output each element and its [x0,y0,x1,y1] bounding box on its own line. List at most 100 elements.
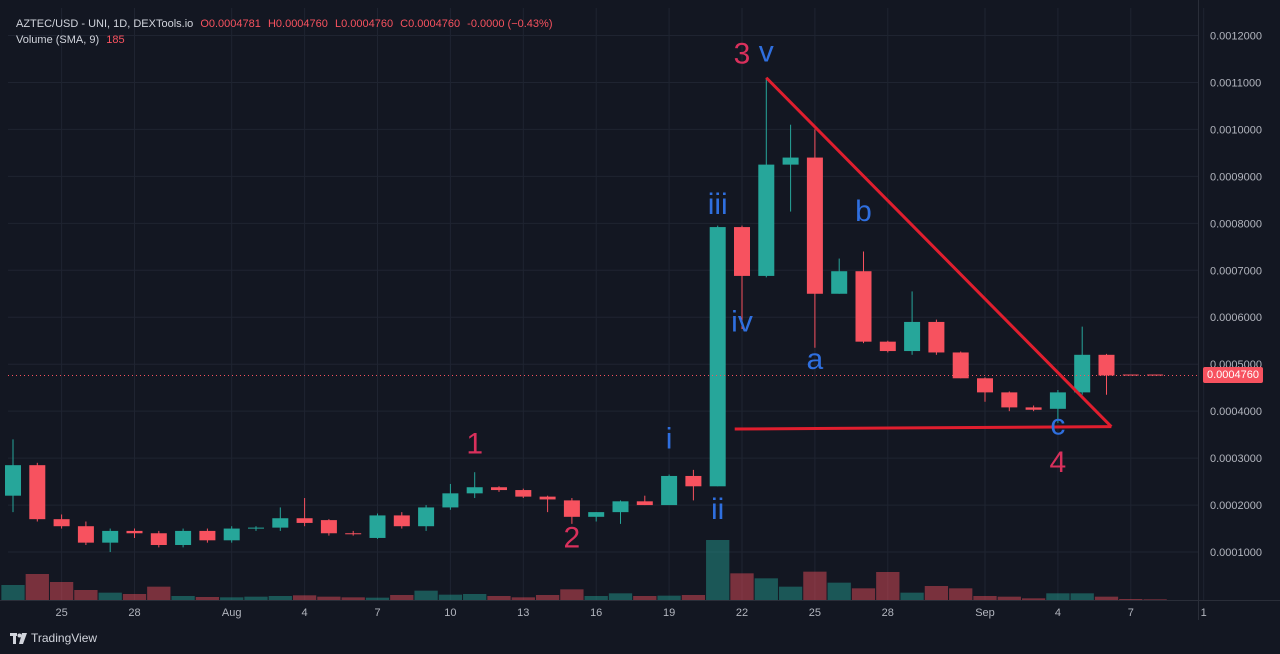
legend-volume-value: 185 [106,34,125,46]
candle-body [175,530,192,545]
x-tick-label: 28 [128,607,140,619]
volume-bar [851,588,876,600]
x-axis[interactable]: 25 28 Aug 4 7 10 13 16 19 22 25 28 Sep 4 7 1 [55,607,1206,619]
volume-bar [900,592,924,600]
x-tick-label: 1 [1201,607,1207,619]
candle-body [588,512,605,517]
volume-bar [1070,593,1094,600]
wave-label: 4 [1050,446,1067,479]
y-tick-label: 0.0010000 [1210,124,1262,136]
volume-bar [1021,598,1046,600]
volume-bar [147,586,171,600]
volume-bar [438,594,463,600]
candle-body [855,271,872,342]
legend-volume-label[interactable]: Volume (SMA, 9) [16,34,100,46]
y-tick-label: 0.0002000 [1210,500,1262,512]
candle-body [466,487,483,494]
x-tick-label: 25 [55,607,67,619]
wave-label: i [666,423,673,456]
legend-row-volume: Volume (SMA, 9) 185 [16,32,556,48]
y-tick-label: 0.0004000 [1210,406,1262,418]
volume-bar [730,573,754,600]
candle-body [685,475,702,487]
volume-bar [924,586,949,600]
y-tick-label: 0.0008000 [1210,218,1262,230]
legend-symbol[interactable]: AZTEC/USD - UNI, 1D, DEXTools.io [16,18,194,30]
x-tick-label: 25 [809,607,821,619]
last-price-tag: 0.0004760 [1203,367,1263,384]
wave-label: v [759,35,774,68]
volume-bar [754,578,778,600]
volume-bar [49,582,74,600]
volume-bar [220,597,244,600]
wave-label: a [807,343,824,376]
candle-body [636,501,653,506]
candle-body [1098,354,1115,376]
y-axis[interactable]: 0.0012000 0.0011000 0.0010000 0.0009000 0.00… [1210,30,1262,559]
y-tick-label: 0.0012000 [1210,30,1262,42]
volume-bar [292,595,317,600]
volume-bar [341,597,365,600]
volume-bar [657,595,681,600]
candle-body [782,157,799,165]
volume-bar [778,586,803,600]
candle-body [491,487,507,491]
volume-bar [171,596,195,600]
volume-bar [195,597,220,600]
y-tick-label: 0.0001000 [1210,547,1262,559]
volume-bar [803,571,827,600]
volume-bar [98,592,122,600]
candle-body [150,533,167,545]
volume-bar [487,596,511,600]
candle-body [563,500,580,517]
tradingview-logo-icon [10,632,27,644]
volume-bar [1143,599,1167,600]
x-tick-label: 13 [517,607,529,619]
candle-body [831,271,848,294]
candle-body [199,530,216,541]
volume-bar [25,574,49,600]
volume-bar [949,588,973,600]
trendlines [734,76,1113,431]
volume-bar [608,593,633,600]
x-tick-label: 10 [444,607,456,619]
volume-bar [560,589,584,600]
x-tick-label: 28 [882,607,894,619]
volume-bar [244,596,268,600]
trendline [734,425,1112,431]
candle-body [879,341,896,352]
wave-label: c [1050,409,1065,442]
volume-bar [317,596,341,600]
candle-body [806,157,823,294]
legend-change: -0.0000 (−0.43%) [467,18,553,30]
tradingview-brand[interactable]: TradingView [10,631,97,645]
wave-label: 3 [734,38,751,71]
candle-body [1001,392,1018,408]
volume-bar [1046,593,1070,600]
volume-bar [1119,599,1143,600]
wave-label: 1 [466,427,483,460]
volume-bar [681,595,706,600]
candle-body [29,465,46,520]
x-tick-label: 7 [1128,607,1134,619]
candle-body [539,496,556,500]
wave-label: iv [731,305,753,338]
y-tick-label: 0.0006000 [1210,312,1262,324]
x-tick-label: 22 [736,607,748,619]
candle-body [977,378,993,393]
candle-body [928,321,945,353]
y-tick-label: 0.0009000 [1210,171,1262,183]
candle-body [296,518,313,523]
x-tick-label: 4 [1055,607,1061,619]
candle-body [369,515,386,538]
legend-row-price: AZTEC/USD - UNI, 1D, DEXTools.io O0.0004… [16,16,556,32]
x-tick-label: 19 [663,607,675,619]
volume-bar [268,596,292,600]
candle-body [345,533,362,535]
x-tick-label: Sep [975,607,995,619]
candle-body [709,227,726,487]
candle-body [248,527,264,529]
brand-name: TradingView [31,631,98,645]
